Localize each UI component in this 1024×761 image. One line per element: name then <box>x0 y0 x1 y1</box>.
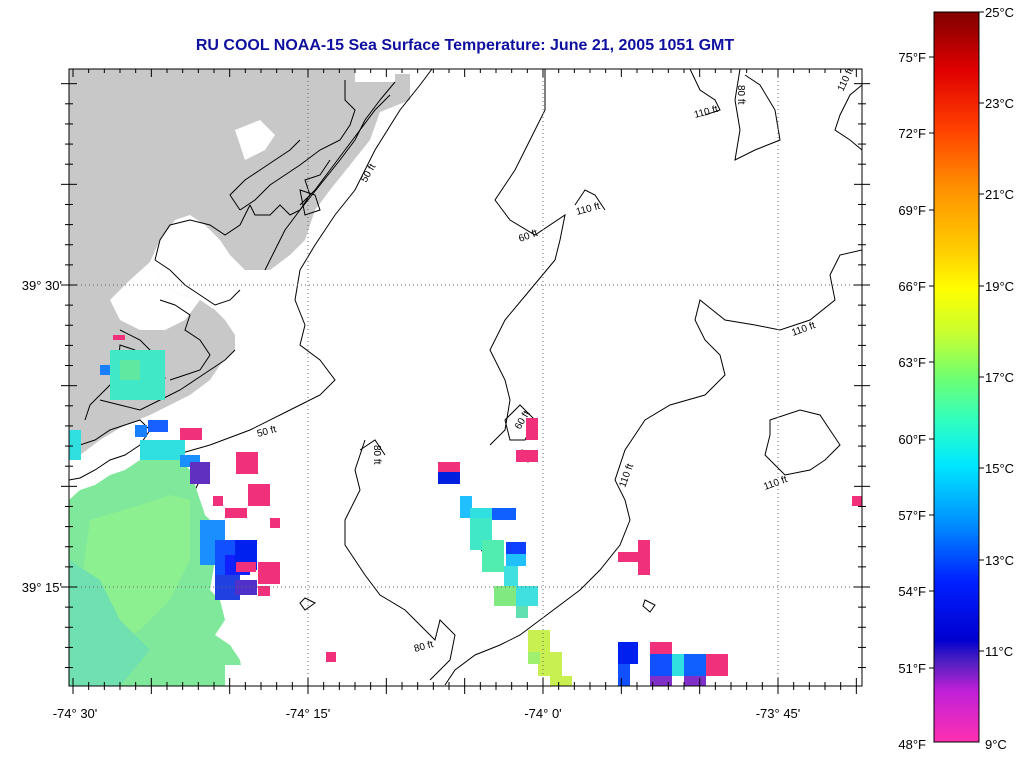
graticule <box>69 69 862 686</box>
lon-label: -74° 0' <box>524 706 561 721</box>
colorbar: 75°F 72°F 69°F 66°F 63°F 60°F 57°F 54°F … <box>898 5 1014 752</box>
lon-label: -74° 15' <box>286 706 331 721</box>
contour-label-80ft: 80 ft <box>413 639 435 655</box>
colorbar-f-label: 51°F <box>898 661 926 676</box>
map-title: RU COOL NOAA-15 Sea Surface Temperature:… <box>195 37 735 54</box>
colorbar-gradient <box>933 11 980 743</box>
colorbar-c-label: 23°C <box>985 96 1014 111</box>
colorbar-c-label: 9°C <box>985 737 1007 752</box>
lon-axis-labels: -74° 30' -74° 15' -74° 0' -73° 45' <box>53 706 801 721</box>
lat-axis-labels: 39° 30' 39° 15' <box>22 278 62 595</box>
sst-pixels <box>69 335 862 686</box>
plot-frame <box>68 68 863 687</box>
colorbar-c-label: 21°C <box>985 187 1014 202</box>
depth-contours <box>69 69 862 686</box>
lat-label: 39° 30' <box>22 278 62 293</box>
colorbar-c-label: 25°C <box>985 5 1014 20</box>
colorbar-c-label: 15°C <box>985 461 1014 476</box>
colorbar-c-label: 17°C <box>985 370 1014 385</box>
lat-label: 39° 15' <box>22 580 62 595</box>
colorbar-f-label: 69°F <box>898 203 926 218</box>
contour-label-80ft: 80 ft <box>371 445 382 465</box>
contour-label-50ft: 50 ft <box>256 424 278 440</box>
colorbar-f-label: 75°F <box>898 50 926 65</box>
colorbar-f-label: 60°F <box>898 432 926 447</box>
colorbar-f-label: 48°F <box>898 737 926 752</box>
colorbar-c-label: 19°C <box>985 279 1014 294</box>
contour-label-80ft: 80 ft <box>735 85 746 105</box>
colorbar-f-label: 63°F <box>898 355 926 370</box>
axis-ticks <box>61 69 870 694</box>
colorbar-f-label: 54°F <box>898 584 926 599</box>
colorbar-c-label: 11°C <box>985 644 1013 659</box>
colorbar-f-label: 66°F <box>898 279 926 294</box>
colorbar-f-label: 57°F <box>898 508 926 523</box>
lon-label: -73° 45' <box>756 706 801 721</box>
colorbar-f-label: 72°F <box>898 126 926 141</box>
colorbar-c-label: 13°C <box>985 553 1014 568</box>
plot-area: 50 ft 50 ft 60 ft 60 ft 80 ft 80 ft 80 f… <box>69 69 862 686</box>
lon-label: -74° 30' <box>53 706 98 721</box>
